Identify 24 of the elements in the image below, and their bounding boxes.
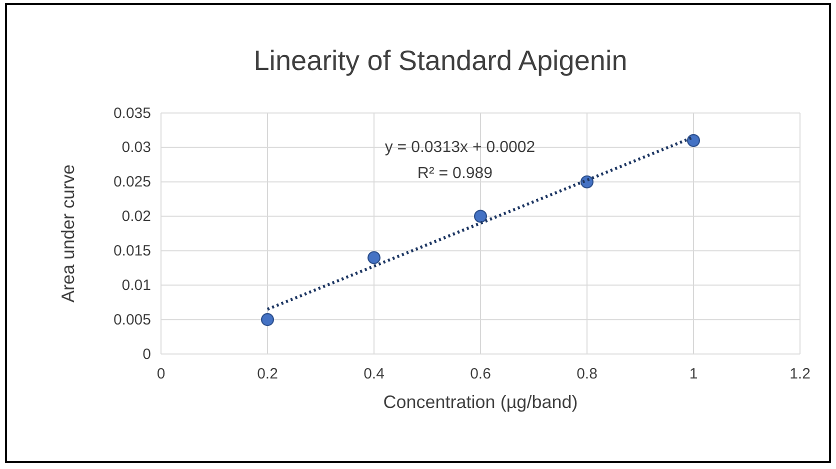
chart-title: Linearity of Standard Apigenin (254, 45, 628, 76)
y-tick-label: 0.015 (113, 242, 151, 260)
y-axis-title: Area under curve (58, 164, 78, 303)
point (367, 251, 381, 264)
x-tick-label: 0 (156, 366, 166, 383)
y-tick-label: 0.005 (113, 311, 151, 328)
x-tick-label: 0.6 (470, 366, 491, 383)
point (260, 313, 274, 326)
y-tick-label: 0.025 (113, 174, 151, 191)
x-tick-label: 1.2 (790, 366, 810, 383)
y-tick-label: 0.03 (122, 139, 151, 156)
annotation: R² = 0.989 (417, 165, 493, 182)
x-tick-label: 1 (689, 366, 698, 383)
y-tick-label: 0.01 (122, 276, 151, 294)
x-tick-label: 0.8 (576, 366, 598, 383)
y-tick-label: 0.035 (113, 104, 151, 122)
point (686, 134, 700, 148)
y-tick-label: 0 (142, 346, 151, 363)
x-tick-label: 0.2 (257, 366, 278, 383)
x-tick-label: 0.4 (364, 366, 384, 383)
annotation: y = 0.0313x + 0.0002 (384, 139, 536, 156)
y-tick-label: 0.02 (122, 208, 151, 226)
x-axis-title: Concentration (µg/band) (383, 392, 578, 412)
point (474, 210, 488, 223)
